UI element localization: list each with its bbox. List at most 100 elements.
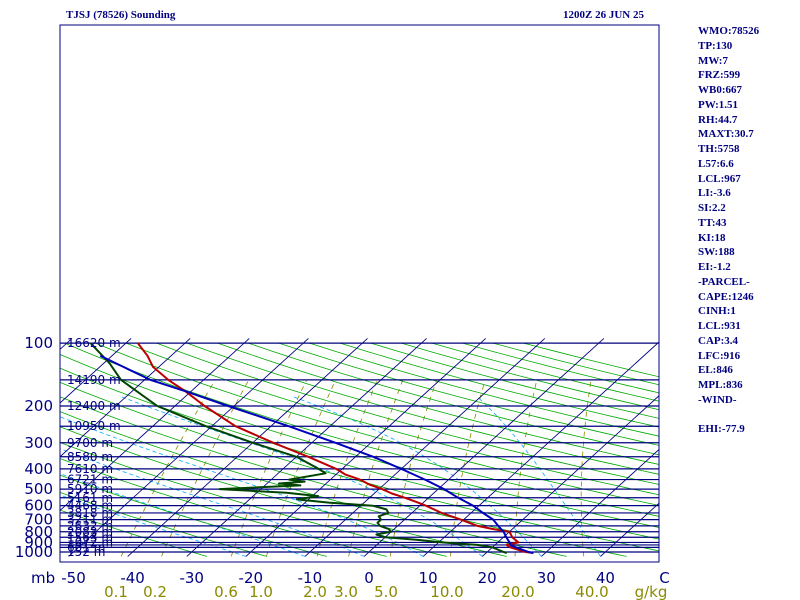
temperature-tick-label: -10 (298, 569, 323, 587)
isotherm-line (127, 338, 368, 557)
temperature-tick-labels: mb -50 -40 -30 -20 -10 0 10 20 30 40 C (31, 569, 670, 587)
temperature-trace (137, 342, 534, 554)
index-item: TT:43 (698, 216, 727, 229)
index-item: KI:18 (698, 231, 726, 244)
moist-adiabat-line (120, 396, 483, 557)
index-item (698, 408, 759, 423)
index-item: EL:846 (698, 364, 733, 377)
dry-adiabat-line (60, 509, 208, 557)
dry-adiabat-line (125, 342, 659, 496)
index-item: EI:-1.2 (698, 261, 731, 273)
pressure-tick-label: 700 (24, 511, 53, 529)
index-item: L57:6.6 (698, 157, 734, 170)
dry-adiabat-line (64, 342, 659, 517)
dry-adiabat-line (60, 381, 659, 552)
mixing-ratio-label: 20.0 (501, 583, 534, 600)
height-label: 601 m (67, 540, 105, 554)
dry-adiabat-line (186, 342, 659, 475)
dry-adiabat-line (248, 342, 659, 456)
height-label: 1563 m (67, 530, 113, 544)
index-item: -PARCEL- (698, 275, 750, 288)
index-item: WMO:78526 (698, 25, 760, 37)
y-axis-unit-label: mb (31, 569, 55, 587)
temperature-tick-label: -40 (120, 569, 145, 587)
isobars (60, 342, 659, 553)
sounding-traces (89, 342, 534, 554)
index-item: LFC:916 (698, 349, 741, 362)
mixing-ratio-label: 0.1 (104, 583, 128, 600)
mixing-ratio-label: 3.0 (334, 583, 358, 600)
isotherm-line (60, 338, 250, 512)
mixing-ratio-label: g/kg (635, 583, 668, 600)
mixing-ratio-label: 0.2 (143, 583, 167, 600)
dewpoint-trace (89, 342, 508, 554)
pressure-tick-label: 800 (24, 523, 53, 541)
index-item: LCL:931 (698, 320, 741, 332)
height-label: 5161 m (67, 491, 113, 505)
stability-indices-panel: WMO:78526 TP:130 MW:7 FRZ:599 WB0:667 PW:1.51… (698, 24, 759, 437)
mixing-ratio-label: 40.0 (575, 583, 608, 600)
sounding-time: 1200Z 26 JUN 25 (563, 9, 644, 21)
height-label: 3818 m (67, 506, 113, 520)
index-item: TP:130 (698, 39, 733, 52)
temperature-tick-label: 40 (596, 569, 615, 587)
index-item: EHI:-77.9 (698, 423, 745, 436)
height-label: 10950 m (67, 419, 121, 433)
dry-adiabat-line (95, 342, 659, 506)
dry-adiabat-line (60, 367, 659, 540)
index-item: WB0:667 (698, 84, 742, 96)
index-item: TH:5758 (698, 143, 740, 155)
index-item: MPL:836 (698, 379, 743, 391)
index-item: CAP:3.4 (698, 334, 739, 347)
pressure-tick-label: 900 (24, 533, 53, 551)
height-label: 2632 m (67, 519, 113, 533)
index-item: SW:188 (698, 246, 735, 259)
index-item: LI:-3.6 (698, 187, 731, 200)
height-label: 152 m (67, 545, 105, 559)
height-label: 3211 m (67, 513, 113, 527)
pressure-tick-label: 400 (24, 460, 53, 478)
index-item: MW:7 (698, 54, 728, 67)
isotherm-line (60, 338, 191, 458)
temperature-tick-label: -20 (239, 569, 264, 587)
dry-adiabat-line (156, 342, 659, 485)
station-title: TJSJ (78526) Sounding (66, 9, 176, 21)
temperature-tick-label: 0 (364, 569, 374, 587)
height-label: 6721 m (67, 473, 113, 487)
dry-adiabat-line (60, 353, 659, 528)
dry-adiabat-line (217, 342, 659, 465)
dry-adiabat-line (60, 474, 327, 557)
temperature-tick-label: 10 (419, 569, 438, 587)
height-label: 12400 m (67, 399, 121, 413)
isotherm-line (245, 338, 487, 557)
dry-adiabat-line (278, 342, 659, 446)
index-item: CAPE:1246 (698, 290, 754, 303)
temperature-tick-label: -50 (61, 569, 86, 587)
temperature-tick-label: 30 (537, 569, 556, 587)
height-label: 2083 m (67, 525, 113, 539)
temperature-unit-label: C (659, 569, 669, 587)
index-item: MAXT:30.7 (698, 128, 754, 141)
index-item: SI:2.2 (698, 202, 726, 214)
dry-adiabats (60, 342, 659, 557)
dry-adiabat-line (60, 458, 387, 557)
height-label: 4468 m (67, 499, 113, 513)
height-label: 8580 m (67, 450, 113, 464)
index-item: CINH:1 (698, 305, 736, 318)
mixing-ratio-label: 1.0 (249, 583, 273, 600)
plot-frame (59, 24, 660, 563)
dry-adiabat-line (60, 491, 268, 557)
index-item: FRZ:599 (698, 69, 741, 82)
height-label: 14190 m (67, 373, 121, 387)
index-item: -WIND- (698, 393, 737, 406)
parcel-trace (99, 354, 534, 554)
pressure-tick-label: 300 (24, 434, 53, 452)
index-item: RH:44.7 (698, 113, 738, 126)
temperature-tick-label: -30 (179, 569, 204, 587)
height-label: 5910 m (67, 482, 113, 496)
temperature-tick-label: 20 (478, 569, 497, 587)
pressure-tick-label: 200 (24, 397, 53, 415)
